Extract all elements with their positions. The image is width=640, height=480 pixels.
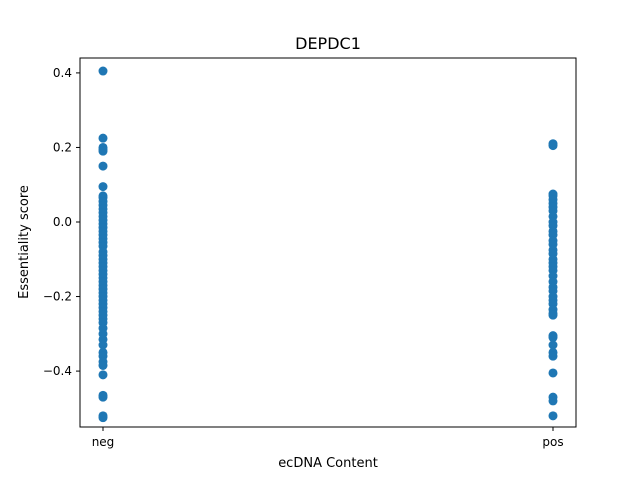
data-point-pos-30 <box>548 310 558 320</box>
data-point-neg-0 <box>98 66 108 76</box>
data-point-pos-36 <box>548 368 558 378</box>
data-point-neg-1 <box>98 133 108 143</box>
y-tick-label: 0.4 <box>53 66 72 80</box>
y-tick-label: 0.2 <box>53 140 72 154</box>
data-point-pos-35 <box>548 351 558 361</box>
data-point-pos-1 <box>548 141 558 151</box>
data-point-pos-33 <box>548 340 558 350</box>
data-point-neg-49 <box>98 361 108 370</box>
data-point-neg-4 <box>98 146 108 156</box>
data-point-pos-38 <box>548 396 558 406</box>
data-points <box>98 66 558 423</box>
data-point-pos-39 <box>548 411 558 421</box>
y-tick-label: −0.4 <box>43 364 72 378</box>
y-tick-label: 0.0 <box>53 215 72 229</box>
data-point-neg-5 <box>98 161 108 171</box>
data-point-neg-52 <box>98 392 108 402</box>
plot-frame <box>79 57 577 428</box>
data-point-neg-6 <box>98 182 108 192</box>
data-point-neg-50 <box>98 370 108 380</box>
x-tick-label: neg <box>92 435 115 449</box>
axis-ticks: 0.4 0.2 0.0 −0.2 −0.4 neg pos <box>43 66 564 449</box>
x-tick-label: pos <box>542 435 563 449</box>
data-point-pos-32 <box>548 333 558 343</box>
y-tick-label: −0.2 <box>43 290 72 304</box>
y-axis-label: Essentiality score <box>17 185 32 299</box>
chart-title: DEPDC1 <box>295 34 361 53</box>
data-point-neg-45 <box>98 340 108 350</box>
x-axis-label: ecDNA Content <box>278 456 378 471</box>
data-point-neg-54 <box>98 413 108 423</box>
